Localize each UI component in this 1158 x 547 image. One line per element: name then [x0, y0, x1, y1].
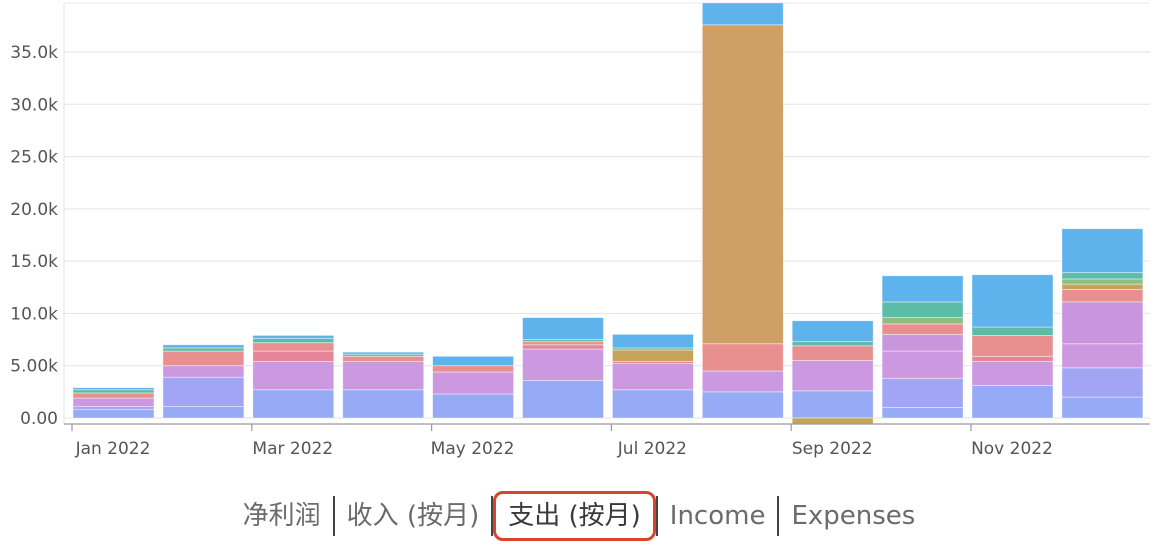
bar-segment[interactable] [971, 355, 1054, 362]
bar-segment[interactable] [72, 389, 155, 394]
gridlines [63, 2, 1150, 424]
axes [64, 423, 1150, 431]
bar-segment[interactable] [252, 338, 335, 344]
bar-segment[interactable] [432, 355, 515, 367]
x-tick-label: Jan 2022 [75, 439, 151, 459]
x-tick-label: Jul 2022 [617, 439, 687, 459]
bar-segment[interactable] [252, 361, 335, 391]
bar-segment[interactable] [1061, 288, 1144, 303]
y-tick-label: 5.00k [10, 357, 58, 377]
bar-segment[interactable] [612, 349, 694, 362]
tab-income[interactable]: Income [669, 501, 766, 531]
bar-segment[interactable] [72, 387, 155, 391]
bar-segment[interactable] [1061, 367, 1144, 398]
bar-segment[interactable] [701, 24, 784, 345]
bar-segment[interactable] [971, 385, 1054, 419]
bar-segment[interactable] [72, 409, 155, 419]
bar-segment[interactable] [342, 361, 425, 391]
tab-separator [777, 496, 780, 536]
bar-segment[interactable] [342, 389, 425, 419]
bar-segment[interactable] [612, 363, 694, 391]
bar-segment[interactable] [252, 334, 335, 339]
x-tick-label: Sep 2022 [792, 439, 873, 459]
bar-segment[interactable] [791, 345, 874, 361]
tab-separator [655, 496, 658, 536]
bar-segment[interactable] [162, 406, 245, 419]
y-tick-label: 20.0k [10, 200, 58, 220]
bar-segment[interactable] [1061, 301, 1144, 345]
bar-segment[interactable] [522, 348, 604, 381]
bar-segment[interactable] [881, 350, 964, 379]
x-tick-label: May 2022 [431, 439, 515, 459]
bar-segment[interactable] [162, 347, 245, 352]
bar-segment[interactable] [522, 317, 604, 340]
bar-segment[interactable] [881, 377, 964, 408]
bar-segment[interactable] [701, 343, 784, 372]
bar-segment[interactable] [881, 301, 964, 319]
bar-segment[interactable] [971, 274, 1054, 328]
bar-segment[interactable] [971, 361, 1054, 386]
tab-monthly-expenses[interactable]: 支出 (按月) [493, 491, 656, 541]
bar-segment[interactable] [522, 341, 604, 346]
bar-segment[interactable] [881, 323, 964, 335]
bar-segment[interactable] [72, 397, 155, 407]
bar-segment[interactable] [791, 320, 874, 343]
bar-segment[interactable] [522, 379, 604, 419]
bar-segment[interactable] [432, 371, 515, 395]
tab-separator [491, 496, 494, 536]
x-axis-tick-labels: Jan 2022 Mar 2022 May 2022 Jul 2022 Sep 2022… [75, 439, 1053, 459]
bar-stacks [72, 2, 1144, 425]
bar-segment[interactable] [791, 341, 874, 347]
y-tick-label: 35.0k [10, 43, 58, 63]
bar-segment[interactable] [252, 342, 335, 352]
y-tick-label: 30.0k [10, 95, 58, 115]
bar-segment[interactable] [881, 275, 964, 303]
bar-segment[interactable] [971, 326, 1054, 336]
bar-segment[interactable] [971, 334, 1054, 357]
bar-segment[interactable] [701, 2, 784, 26]
tab-separator [332, 496, 335, 536]
bar-segment[interactable] [612, 389, 694, 419]
tab-expenses[interactable]: Expenses [791, 501, 916, 531]
y-tick-label: 15.0k [10, 252, 58, 272]
bar-segment[interactable] [1061, 343, 1144, 369]
bar-segment[interactable] [1061, 278, 1144, 285]
bar-segment[interactable] [791, 417, 874, 425]
bar-segment[interactable] [252, 350, 335, 362]
bar-segment[interactable] [162, 376, 245, 407]
y-tick-label: 10.0k [10, 304, 58, 324]
bar-segment[interactable] [72, 406, 155, 411]
bar-segment[interactable] [162, 350, 245, 367]
tab-net-profit[interactable]: 净利润 [242, 501, 321, 531]
y-tick-label: 0.00 [20, 409, 58, 429]
bar-segment[interactable] [701, 391, 784, 419]
bar-segment[interactable] [72, 392, 155, 399]
bar-segment[interactable] [432, 393, 515, 419]
tab-monthly-income[interactable]: 收入 (按月) [346, 501, 480, 531]
bar-segment[interactable] [612, 333, 694, 349]
bar-segment[interactable] [252, 389, 335, 419]
bar-segment[interactable] [881, 333, 964, 352]
expenses-bar-chart: 0.005.00k10.0k15.0k20.0k25.0k30.0k35.0k … [10, 2, 1150, 459]
bar-segment[interactable] [1061, 283, 1144, 290]
bar-segment[interactable] [162, 344, 245, 349]
y-axis-tick-labels: 0.00 5.00k 10.0k 15.0k 20.0k 25.0k 30.0k 35.0k [10, 43, 58, 429]
bar-segment[interactable] [791, 360, 874, 392]
bar-segment[interactable] [791, 390, 874, 419]
y-tick-label: 25.0k [10, 148, 58, 168]
bar-segment[interactable] [701, 370, 784, 393]
bar-segment[interactable] [1061, 272, 1144, 280]
bar-segment[interactable] [881, 317, 964, 325]
x-tick-label: Mar 2022 [252, 439, 333, 459]
x-tick-label: Nov 2022 [971, 439, 1053, 459]
bar-segment[interactable] [342, 351, 425, 355]
bar-segment[interactable] [1061, 396, 1144, 419]
bar-segment[interactable] [1061, 228, 1144, 274]
view-tab-bar: 净利润 收入 (按月) 支出 (按月) Income Expenses [0, 491, 1158, 541]
bar-segment[interactable] [342, 355, 425, 362]
bar-segment[interactable] [432, 365, 515, 373]
bar-segment[interactable] [881, 407, 964, 419]
bar-segment[interactable] [162, 365, 245, 378]
bar-segment[interactable] [522, 344, 604, 350]
